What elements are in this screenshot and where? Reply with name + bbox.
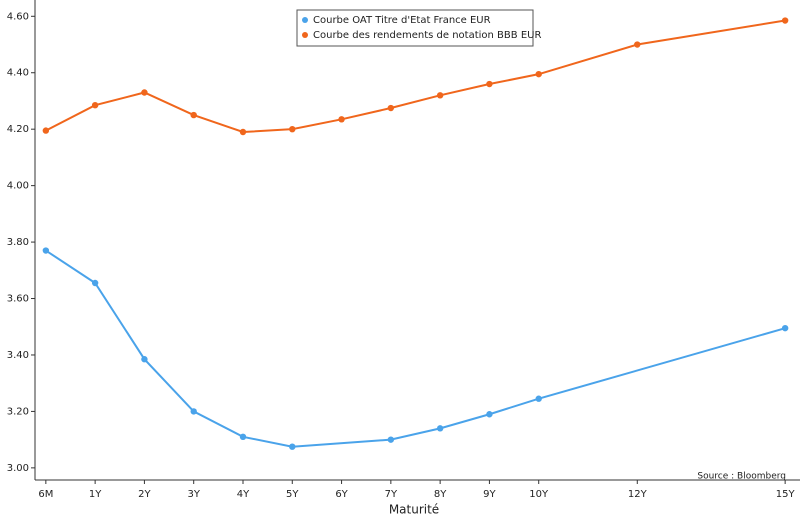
data-point [239, 128, 247, 136]
data-point [436, 425, 444, 432]
legend-box [296, 9, 534, 47]
legend-label: Courbe OAT Titre d'Etat France EUR [313, 15, 491, 26]
data-point [141, 356, 148, 363]
data-point [387, 104, 395, 112]
x-tick-label: 8Y [434, 489, 447, 500]
series-line [45, 249, 786, 448]
y-tick-label: 4.60 [7, 11, 29, 22]
y-tick-label: 4.40 [7, 68, 29, 79]
y-tick-label: 3.40 [7, 350, 29, 361]
data-point [634, 41, 641, 48]
y-tick-label: 3.80 [7, 237, 29, 248]
data-point [486, 411, 493, 418]
y-tick-label: 4.00 [7, 181, 29, 192]
legend-marker [302, 17, 308, 23]
data-point [486, 80, 493, 88]
data-point [42, 247, 50, 254]
source-note: Source : Bloomberg [697, 472, 786, 482]
data-point [91, 101, 99, 109]
x-tick-label: 5Y [286, 489, 299, 500]
x-tick-label: 6M [38, 489, 53, 500]
data-point [141, 89, 148, 96]
data-point [436, 92, 444, 99]
y-tick-label: 3.00 [7, 463, 29, 474]
data-point [289, 125, 296, 133]
y-tick-label: 3.60 [7, 294, 29, 305]
data-point [239, 433, 247, 441]
data-point [289, 443, 296, 450]
data-point [781, 324, 789, 332]
data-point [42, 127, 50, 134]
x-tick-label: 15Y [776, 489, 796, 500]
legend-marker [302, 32, 308, 38]
x-tick-label: 12Y [628, 489, 648, 500]
data-point [535, 70, 542, 78]
x-tick-label: 7Y [385, 489, 398, 500]
data-point [338, 116, 345, 123]
x-tick-label: 4Y [237, 489, 250, 500]
data-point [781, 17, 789, 24]
data-point [190, 111, 197, 119]
data-point [190, 408, 197, 415]
x-tick-label: 1Y [89, 489, 102, 500]
data-point [387, 436, 395, 443]
x-tick-label: 3Y [187, 489, 200, 500]
x-tick-label: 6Y [335, 489, 348, 500]
x-tick-label: 9Y [483, 489, 496, 500]
data-point [91, 279, 99, 287]
x-tick-label: 2Y [138, 489, 151, 500]
legend-label: Courbe des rendements de notation BBB EU… [313, 30, 541, 41]
x-axis-label: Maturité [389, 503, 439, 517]
data-point [535, 395, 542, 402]
x-tick-label: 10Y [529, 489, 549, 500]
y-tick-label: 4.20 [7, 124, 29, 135]
y-tick-label: 3.20 [7, 406, 29, 417]
legend: Courbe OAT Titre d'Etat France EUR Courbe… [296, 9, 541, 47]
